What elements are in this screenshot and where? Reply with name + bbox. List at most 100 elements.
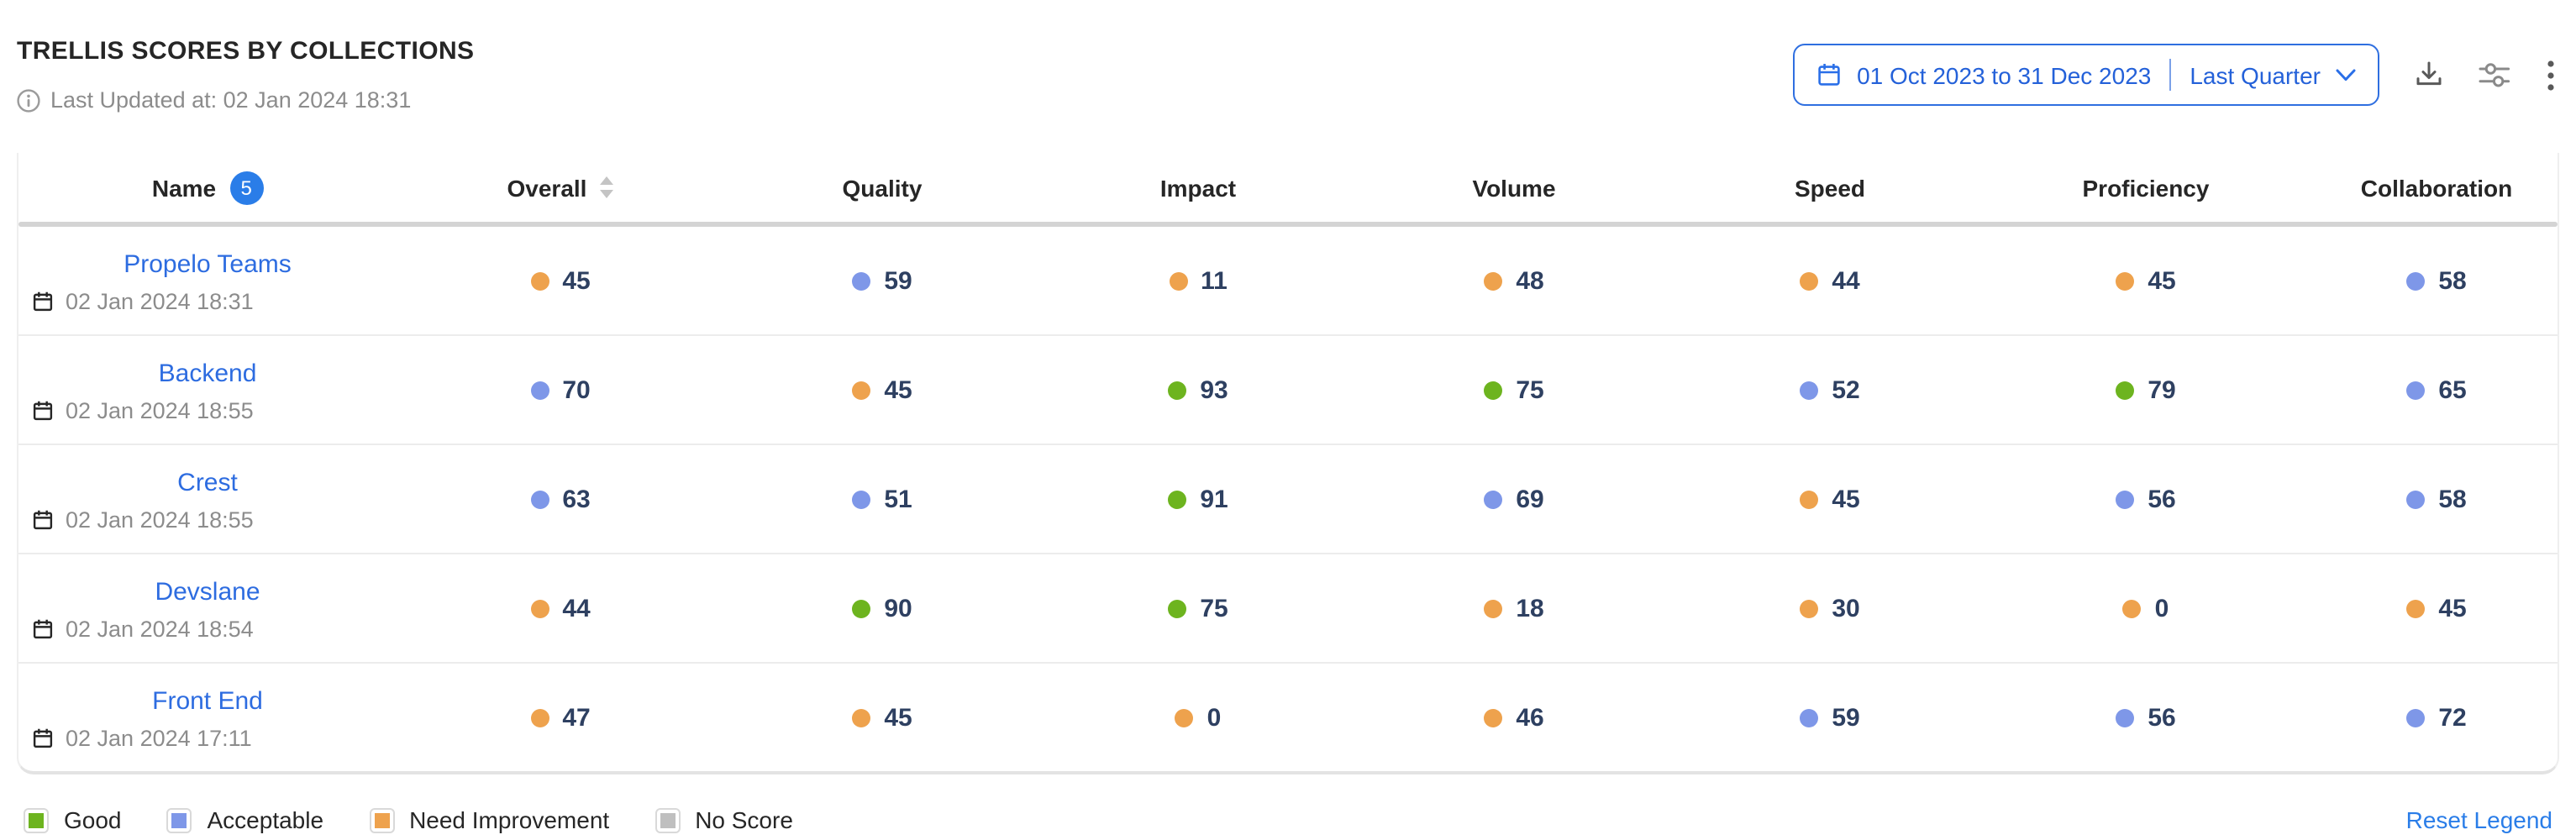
column-header-volume: Volume — [1356, 174, 1672, 201]
column-header-label: Impact — [1159, 174, 1237, 201]
settings-button[interactable] — [2479, 60, 2510, 89]
date-range-selector[interactable]: 01 Oct 2023 to 31 Dec 2023 Last Quarter — [1793, 44, 2379, 106]
score-cell-quality: 51 — [724, 485, 1040, 513]
legend-item-good[interactable]: Good — [24, 806, 122, 833]
legend-item-need-improvement[interactable]: Need Improvement — [369, 806, 609, 833]
score-value: 0 — [2154, 594, 2169, 622]
legend-label: No Score — [695, 806, 793, 833]
score-value: 69 — [1516, 485, 1544, 513]
score-value: 51 — [884, 485, 912, 513]
name-cell: Devslane 02 Jan 2024 18:54 — [18, 554, 397, 662]
score-cell-collaboration: 58 — [2304, 266, 2569, 295]
legend-swatch — [369, 807, 395, 832]
score-dot — [1484, 599, 1503, 617]
score-value: 72 — [2438, 703, 2467, 732]
column-header-label: Name — [151, 174, 217, 201]
calendar-icon — [33, 400, 53, 420]
score-value: 45 — [2148, 266, 2176, 295]
score-dot — [1169, 271, 1188, 290]
table-row: Devslane 02 Jan 2024 18:54 44 90 75 18 3… — [18, 554, 2558, 664]
score-dot — [2406, 490, 2426, 508]
score-dot — [530, 708, 549, 727]
score-cell-volume: 48 — [1356, 266, 1672, 295]
legend-item-no-score[interactable]: No Score — [655, 806, 793, 833]
header-divider — [18, 222, 2558, 227]
score-value: 79 — [2148, 375, 2176, 404]
score-value: 44 — [562, 594, 591, 622]
score-value: 45 — [884, 375, 912, 404]
download-icon — [2416, 61, 2442, 86]
score-value: 58 — [2438, 266, 2467, 295]
score-value: 65 — [2438, 375, 2467, 404]
reset-legend-link[interactable]: Reset Legend — [2405, 806, 2552, 833]
collection-link[interactable]: Propelo Teams — [124, 249, 292, 278]
calendar-icon — [1818, 64, 1840, 86]
score-cell-overall: 63 — [397, 485, 724, 513]
score-cell-quality: 59 — [724, 266, 1040, 295]
score-cell-overall: 45 — [397, 266, 724, 295]
column-header-label: Proficiency — [2082, 174, 2210, 201]
collection-link[interactable]: Backend — [158, 359, 257, 387]
score-value: 59 — [1832, 703, 1860, 732]
score-cell-proficiency: 56 — [1988, 485, 2304, 513]
column-header-quality: Quality — [724, 174, 1040, 201]
score-dot — [2122, 599, 2142, 617]
score-dot — [1800, 708, 1819, 727]
score-value: 45 — [1832, 485, 1860, 513]
score-dot — [1484, 708, 1503, 727]
score-cell-collaboration: 58 — [2304, 485, 2569, 513]
score-value: 11 — [1201, 266, 1228, 295]
score-cell-quality: 90 — [724, 594, 1040, 622]
score-value: 46 — [1516, 703, 1544, 732]
calendar-icon — [33, 509, 53, 529]
score-dot — [1484, 381, 1503, 399]
score-cell-impact: 91 — [1040, 485, 1356, 513]
column-header-label: Collaboration — [2360, 174, 2513, 201]
score-value: 0 — [1207, 703, 1222, 732]
collection-link[interactable]: Devslane — [155, 577, 260, 606]
score-value: 91 — [1200, 485, 1228, 513]
legend-label: Good — [64, 806, 122, 833]
score-cell-impact: 93 — [1040, 375, 1356, 404]
score-dot — [2116, 381, 2135, 399]
score-cell-impact: 0 — [1040, 703, 1356, 732]
legend-swatch — [166, 807, 192, 832]
widget-title: TRELLIS SCORES BY COLLECTIONS — [17, 37, 475, 66]
column-header-overall[interactable]: Overall — [397, 174, 724, 201]
legend-item-acceptable[interactable]: Acceptable — [166, 806, 324, 833]
score-cell-quality: 45 — [724, 375, 1040, 404]
score-dot — [2406, 599, 2426, 617]
name-cell: Backend 02 Jan 2024 18:55 — [18, 336, 397, 444]
name-cell: Front End 02 Jan 2024 17:11 — [18, 664, 397, 771]
calendar-icon — [33, 727, 53, 748]
score-dot — [1168, 599, 1187, 617]
column-header-proficiency: Proficiency — [1988, 174, 2304, 201]
kebab-menu-icon — [2547, 60, 2554, 90]
trellis-table: Name 5 Overall Quality Impact Volume Spe… — [17, 153, 2559, 774]
legend-swatch — [24, 807, 49, 832]
row-date: 02 Jan 2024 18:55 — [18, 397, 397, 423]
sort-toggle-icon[interactable] — [600, 176, 614, 198]
score-value: 48 — [1516, 266, 1544, 295]
score-value: 47 — [562, 703, 591, 732]
score-value: 90 — [884, 594, 912, 622]
row-date-text: 02 Jan 2024 18:31 — [66, 288, 254, 313]
score-dot — [852, 381, 871, 399]
collection-link[interactable]: Front End — [152, 686, 263, 715]
score-dot — [2406, 271, 2426, 290]
calendar-icon — [33, 291, 53, 311]
download-button[interactable] — [2415, 60, 2443, 89]
score-value: 45 — [2438, 594, 2467, 622]
collection-link[interactable]: Crest — [177, 468, 238, 496]
row-date-text: 02 Jan 2024 18:55 — [66, 507, 254, 532]
score-value: 45 — [884, 703, 912, 732]
row-count-badge: 5 — [229, 171, 264, 204]
more-options-button[interactable] — [2546, 58, 2556, 92]
score-dot — [530, 271, 549, 290]
legend-label: Acceptable — [207, 806, 324, 833]
score-dot — [2406, 381, 2426, 399]
button-divider — [2169, 59, 2172, 91]
score-cell-collaboration: 65 — [2304, 375, 2569, 404]
score-cell-speed: 45 — [1672, 485, 1988, 513]
